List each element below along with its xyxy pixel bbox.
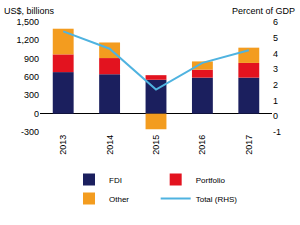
svg-text:2017: 2017 (244, 135, 254, 155)
svg-text:Percent of GDP: Percent of GDP (232, 6, 295, 16)
svg-text:-1: -1 (273, 127, 281, 137)
svg-text:Other: Other (109, 195, 129, 204)
svg-text:US$, billions: US$, billions (4, 6, 55, 16)
svg-text:Portfolio: Portfolio (196, 176, 226, 185)
svg-text:300: 300 (24, 90, 39, 100)
svg-text:2: 2 (273, 80, 278, 90)
svg-text:-300: -300 (21, 127, 39, 137)
svg-text:0: 0 (34, 109, 39, 119)
svg-text:600: 600 (24, 72, 39, 82)
svg-text:4: 4 (273, 49, 278, 59)
svg-text:1,500: 1,500 (16, 17, 39, 27)
svg-text:3: 3 (273, 64, 278, 74)
svg-text:2016: 2016 (197, 135, 207, 155)
svg-text:2014: 2014 (105, 135, 115, 155)
svg-text:2013: 2013 (58, 135, 68, 155)
svg-text:6: 6 (273, 17, 278, 27)
svg-text:Total (RHS): Total (RHS) (196, 195, 238, 204)
svg-text:1: 1 (273, 96, 278, 106)
svg-text:FDI: FDI (109, 176, 122, 185)
svg-text:0: 0 (273, 111, 278, 121)
svg-text:900: 900 (24, 54, 39, 64)
svg-text:1,200: 1,200 (16, 35, 39, 45)
svg-text:5: 5 (273, 33, 278, 43)
svg-text:2015: 2015 (151, 135, 161, 155)
